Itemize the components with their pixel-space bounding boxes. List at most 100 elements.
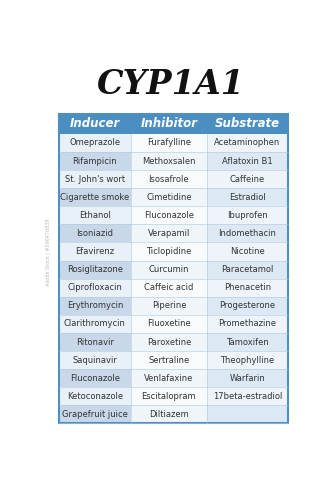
FancyBboxPatch shape [131, 188, 207, 206]
Text: Cimetidine: Cimetidine [146, 193, 192, 202]
Text: Cigarette smoke: Cigarette smoke [60, 193, 130, 202]
Text: CYP1A1: CYP1A1 [97, 68, 245, 101]
Text: Efavirenz: Efavirenz [75, 247, 115, 256]
Text: Omeprazole: Omeprazole [69, 138, 121, 147]
FancyBboxPatch shape [207, 406, 288, 423]
FancyBboxPatch shape [59, 114, 131, 134]
Text: Promethazine: Promethazine [218, 320, 277, 328]
FancyBboxPatch shape [207, 369, 288, 387]
Text: Tamoxifen: Tamoxifen [226, 338, 269, 346]
FancyBboxPatch shape [59, 152, 131, 170]
FancyBboxPatch shape [207, 206, 288, 224]
FancyBboxPatch shape [131, 278, 207, 297]
Text: Phenacetin: Phenacetin [224, 283, 271, 292]
FancyBboxPatch shape [207, 387, 288, 406]
FancyBboxPatch shape [207, 188, 288, 206]
Text: Estradiol: Estradiol [229, 193, 266, 202]
Text: Inducer: Inducer [70, 118, 120, 130]
FancyBboxPatch shape [131, 297, 207, 315]
FancyBboxPatch shape [59, 242, 131, 260]
Text: Curcumin: Curcumin [149, 265, 189, 274]
FancyBboxPatch shape [59, 134, 131, 152]
FancyBboxPatch shape [131, 387, 207, 406]
Text: Fluconazole: Fluconazole [144, 211, 194, 220]
Text: St. John's wort: St. John's wort [65, 174, 125, 184]
FancyBboxPatch shape [207, 351, 288, 369]
FancyBboxPatch shape [131, 260, 207, 278]
FancyBboxPatch shape [207, 242, 288, 260]
FancyBboxPatch shape [207, 297, 288, 315]
Text: Venlafaxine: Venlafaxine [144, 374, 194, 382]
Text: Progesterone: Progesterone [219, 302, 276, 310]
Text: Indomethacin: Indomethacin [218, 229, 277, 238]
FancyBboxPatch shape [59, 206, 131, 224]
Text: Saquinavir: Saquinavir [72, 356, 117, 364]
FancyBboxPatch shape [207, 315, 288, 333]
FancyBboxPatch shape [59, 333, 131, 351]
Text: Caffeic acid: Caffeic acid [144, 283, 194, 292]
Text: Ethanol: Ethanol [79, 211, 111, 220]
FancyBboxPatch shape [131, 206, 207, 224]
Text: Caffeine: Caffeine [230, 174, 265, 184]
Text: Methoxsalen: Methoxsalen [142, 156, 196, 166]
FancyBboxPatch shape [131, 333, 207, 351]
Text: Acetaminophen: Acetaminophen [214, 138, 281, 147]
FancyBboxPatch shape [131, 351, 207, 369]
Text: Paroxetine: Paroxetine [147, 338, 191, 346]
Text: Sertraline: Sertraline [148, 356, 189, 364]
Text: Aflatoxin B1: Aflatoxin B1 [222, 156, 273, 166]
Text: Ticlopidine: Ticlopidine [146, 247, 192, 256]
Text: 17beta-estradiol: 17beta-estradiol [213, 392, 282, 401]
FancyBboxPatch shape [207, 152, 288, 170]
Text: Fluconazole: Fluconazole [70, 374, 120, 382]
Text: Paracetamol: Paracetamol [221, 265, 274, 274]
Text: Rifampicin: Rifampicin [72, 156, 117, 166]
Text: Ibuprofen: Ibuprofen [227, 211, 268, 220]
FancyBboxPatch shape [59, 188, 131, 206]
Text: Fluoxetine: Fluoxetine [147, 320, 191, 328]
FancyBboxPatch shape [131, 152, 207, 170]
FancyBboxPatch shape [207, 134, 288, 152]
FancyBboxPatch shape [131, 369, 207, 387]
FancyBboxPatch shape [131, 315, 207, 333]
FancyBboxPatch shape [207, 170, 288, 188]
Text: Ciprofloxacin: Ciprofloxacin [67, 283, 122, 292]
FancyBboxPatch shape [207, 224, 288, 242]
FancyBboxPatch shape [131, 170, 207, 188]
Text: Substrate: Substrate [215, 118, 280, 130]
FancyBboxPatch shape [131, 406, 207, 423]
Text: Warfarin: Warfarin [229, 374, 265, 382]
FancyBboxPatch shape [59, 351, 131, 369]
FancyBboxPatch shape [207, 114, 288, 134]
Text: Grapefruit juice: Grapefruit juice [62, 410, 128, 419]
Text: Piperine: Piperine [152, 302, 186, 310]
Text: Isosafrole: Isosafrole [149, 174, 189, 184]
FancyBboxPatch shape [207, 278, 288, 297]
Text: Erythromycin: Erythromycin [67, 302, 123, 310]
FancyBboxPatch shape [131, 224, 207, 242]
Text: Isoniazid: Isoniazid [76, 229, 114, 238]
FancyBboxPatch shape [131, 242, 207, 260]
Text: Furafylline: Furafylline [147, 138, 191, 147]
FancyBboxPatch shape [207, 333, 288, 351]
FancyBboxPatch shape [59, 224, 131, 242]
FancyBboxPatch shape [59, 278, 131, 297]
FancyBboxPatch shape [59, 170, 131, 188]
FancyBboxPatch shape [207, 260, 288, 278]
Text: Escitalopram: Escitalopram [142, 392, 196, 401]
FancyBboxPatch shape [59, 369, 131, 387]
FancyBboxPatch shape [131, 114, 207, 134]
Text: Nicotine: Nicotine [230, 247, 265, 256]
FancyBboxPatch shape [59, 297, 131, 315]
FancyBboxPatch shape [59, 387, 131, 406]
Text: Adobe Stock | #596476839: Adobe Stock | #596476839 [45, 219, 51, 286]
Text: Ritonavir: Ritonavir [76, 338, 114, 346]
Text: Diltiazem: Diltiazem [149, 410, 189, 419]
FancyBboxPatch shape [59, 315, 131, 333]
Text: Ketoconazole: Ketoconazole [67, 392, 123, 401]
FancyBboxPatch shape [131, 134, 207, 152]
Text: Inhibitor: Inhibitor [140, 118, 197, 130]
Text: Verapamil: Verapamil [148, 229, 190, 238]
FancyBboxPatch shape [59, 406, 131, 423]
Text: Clarithromycin: Clarithromycin [64, 320, 126, 328]
